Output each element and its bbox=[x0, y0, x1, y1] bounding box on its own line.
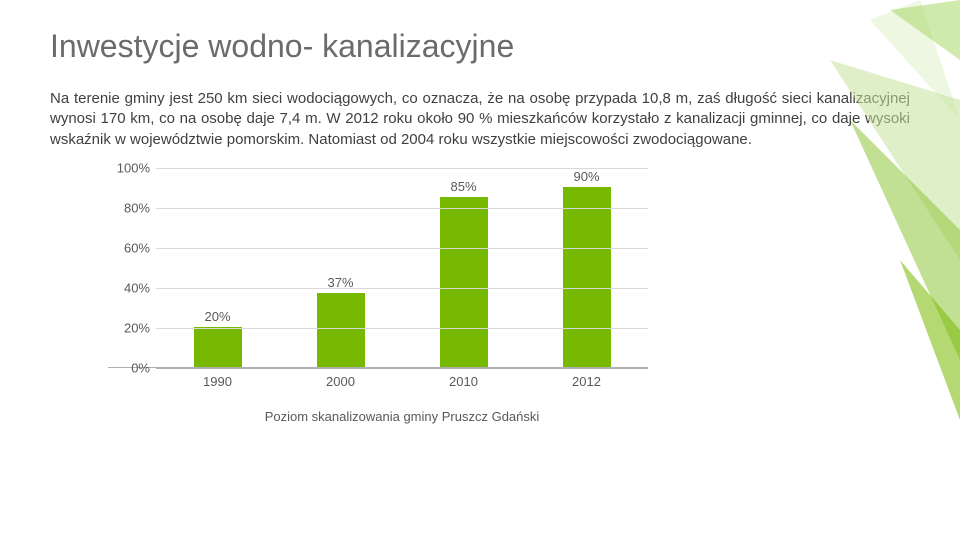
chart-plot-area: 20% 37% 85% 90% bbox=[156, 168, 648, 367]
chart-x-label: 2010 bbox=[434, 368, 494, 389]
chart-gridline bbox=[156, 368, 648, 369]
chart-title: Poziom skanalizowania gminy Pruszcz Gdań… bbox=[156, 409, 648, 424]
chart-x-label: 2012 bbox=[557, 368, 617, 389]
chart-y-label: 20% bbox=[108, 320, 150, 335]
chart-gridline bbox=[156, 288, 648, 289]
body-paragraph: Na terenie gminy jest 250 km sieci wodoc… bbox=[50, 89, 910, 150]
chart-y-label: 80% bbox=[108, 200, 150, 215]
chart-bar: 37% bbox=[317, 293, 365, 367]
bar-chart: 20%37%85%90% 0%20%40%60%80%100% bbox=[108, 168, 648, 368]
chart-gridline bbox=[156, 168, 648, 169]
chart-gridline bbox=[156, 208, 648, 209]
chart-bar-slot: 90% bbox=[557, 168, 617, 367]
chart-gridline bbox=[156, 248, 648, 249]
chart-bar-slot: 85% bbox=[434, 168, 494, 367]
chart-x-label: 2000 bbox=[311, 368, 371, 389]
chart-bar: 85% bbox=[440, 197, 488, 367]
chart-gridline bbox=[156, 328, 648, 329]
chart-x-axis: 1990 2000 2010 2012 bbox=[156, 368, 648, 389]
chart-y-label: 60% bbox=[108, 240, 150, 255]
chart-bar-slot: 37% bbox=[311, 168, 371, 367]
chart-bar-slot: 20% bbox=[188, 168, 248, 367]
page-title: Inwestycje wodno- kanalizacyjne bbox=[50, 28, 910, 65]
chart-bar-value: 85% bbox=[450, 179, 476, 194]
chart-x-label: 1990 bbox=[188, 368, 248, 389]
chart-y-label: 100% bbox=[108, 160, 150, 175]
chart-container: 20%37%85%90% 0%20%40%60%80%100% 19902000… bbox=[108, 168, 648, 424]
chart-bar-value: 20% bbox=[204, 309, 230, 324]
chart-bar-value: 90% bbox=[573, 169, 599, 184]
chart-y-label: 0% bbox=[108, 360, 150, 375]
chart-y-label: 40% bbox=[108, 280, 150, 295]
chart-bar: 90% bbox=[563, 187, 611, 367]
chart-bar: 20% bbox=[194, 327, 242, 367]
